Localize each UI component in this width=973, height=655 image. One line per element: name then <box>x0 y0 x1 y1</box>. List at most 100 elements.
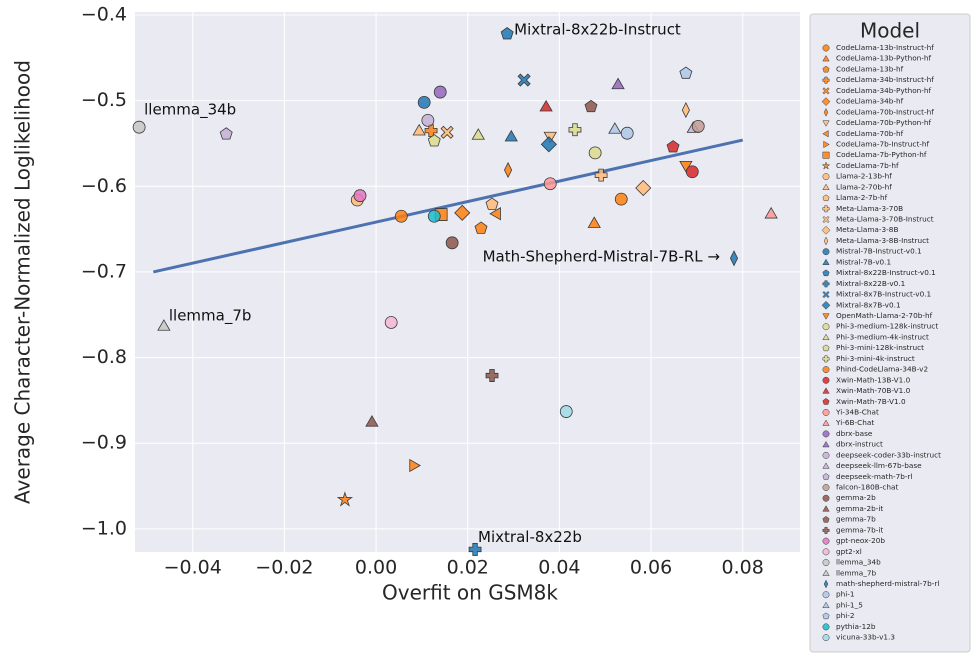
legend-label: dbrx-instruct <box>836 440 883 449</box>
grid <box>135 12 800 552</box>
legend-label: falcon-180B-chat <box>836 483 898 492</box>
legend-marker <box>822 537 830 545</box>
data-point <box>353 189 367 203</box>
legend-marker <box>822 387 830 394</box>
legend-label: Xwin-Math-13B-V1.0 <box>836 375 911 384</box>
legend-label: CodeLlama-34b-Instruct-hf <box>836 75 934 84</box>
data-point <box>543 131 557 144</box>
data-point <box>584 99 598 113</box>
data-point <box>594 168 608 182</box>
legend-title: Model <box>860 19 920 43</box>
legend-marker <box>822 623 830 631</box>
x-tick-label: −0.02 <box>255 557 313 579</box>
x-tick-label: 0.04 <box>538 557 580 579</box>
data-point <box>157 319 171 331</box>
x-tick-label: −0.04 <box>164 557 222 579</box>
legend-label: Llama-2-7b-hf <box>836 193 888 202</box>
legend-marker <box>822 366 830 373</box>
data-point <box>543 177 557 191</box>
data-point <box>440 125 454 139</box>
annotation: Math-Shepherd-Mistral-7B-RL → <box>483 248 720 266</box>
data-point <box>489 207 501 221</box>
legend-marker <box>822 548 830 556</box>
legend-label: gpt2-xl <box>836 547 862 556</box>
data-point <box>427 134 441 147</box>
data-point <box>681 101 690 119</box>
legend-label: CodeLlama-7b-hf <box>836 161 899 170</box>
y-tick-label: −0.7 <box>81 260 127 282</box>
legend-label: CodeLlama-7b-Python-hf <box>836 150 927 159</box>
data-point <box>611 77 625 90</box>
legend-marker <box>822 430 830 438</box>
legend-label: CodeLlama-13b-Python-hf <box>836 54 932 63</box>
legend-marker <box>822 419 830 426</box>
legend-label: Llama-2-70b-hf <box>836 182 892 191</box>
legend-label: Mixtral-8x7B-v0.1 <box>836 300 901 309</box>
legend-label: Llama-2-13b-hf <box>836 172 892 181</box>
annotation: Mixtral-8x22b <box>478 528 582 546</box>
legend-marker <box>822 569 830 576</box>
legend-marker <box>822 462 830 469</box>
legend-label: gemma-7b-it <box>836 525 883 534</box>
data-point <box>445 236 459 250</box>
legend-label: llemma_7b <box>836 568 877 577</box>
y-tick-label: −1.0 <box>81 517 127 539</box>
data-point <box>417 95 431 109</box>
data-point <box>474 221 488 234</box>
legend-marker <box>822 601 830 609</box>
legend-marker <box>822 634 830 641</box>
data-point <box>588 146 602 160</box>
legend-marker <box>822 215 830 224</box>
data-point <box>685 165 699 179</box>
legend-marker <box>822 516 830 523</box>
legend: CodeLlama-13b-Instruct-hf CodeLlama-13b-P… <box>821 43 941 642</box>
legend-label: Meta-Llama-3-8B-Instruct <box>836 236 929 245</box>
legend-label: Mistral-7B-v0.1 <box>836 257 891 266</box>
legend-label: Meta-Llama-3-8B <box>836 225 898 234</box>
y-tick-label: −0.9 <box>81 432 127 454</box>
legend-label: math-shepherd-mistral-7b-rl <box>836 579 939 588</box>
legend-label: Mixtral-8x7B-Instruct-v0.1 <box>836 290 931 299</box>
legend-marker <box>822 280 830 288</box>
legend-label: CodeLlama-13b-Instruct-hf <box>836 43 934 52</box>
trend-line <box>153 138 744 274</box>
legend-marker <box>822 526 830 534</box>
data-point <box>219 127 233 140</box>
data-point <box>729 250 739 267</box>
data-point <box>365 415 379 427</box>
legend-marker <box>823 579 829 589</box>
legend-marker <box>823 107 829 117</box>
y-tick-label: −0.4 <box>81 3 127 25</box>
legend-marker <box>822 505 830 512</box>
data-point <box>412 123 426 136</box>
data-point <box>679 66 693 79</box>
marks <box>132 27 778 556</box>
legend-marker <box>823 140 830 149</box>
y-tick-label: −0.6 <box>81 175 127 197</box>
legend-marker <box>823 236 829 246</box>
legend-label: Meta-Llama-3-70B-Instruct <box>836 215 934 224</box>
data-point <box>608 122 622 134</box>
legend-label: deepseek-llm-67b-base <box>836 461 922 470</box>
legend-label: phi-1 <box>836 590 855 599</box>
legend-marker <box>822 409 830 416</box>
legend-label: Phi-3-mini-4k-instruct <box>836 354 915 363</box>
data-point <box>587 216 601 228</box>
legend-label: phi-1_5 <box>836 600 863 609</box>
legend-label: Yi-6B-Chat <box>835 418 874 427</box>
legend-label: CodeLlama-70b-Python-hf <box>836 118 932 127</box>
data-point <box>666 140 680 153</box>
legend-label: gemma-2b <box>836 493 876 502</box>
legend-label: Phind-CodeLlama-34B-v2 <box>836 365 928 374</box>
x-tick-label: 0.06 <box>630 557 672 579</box>
y-tick-label: −0.8 <box>81 346 127 368</box>
legend-marker <box>822 87 830 95</box>
x-tick-label: 0.08 <box>722 557 764 579</box>
legend-label: deepseek-math-7b-rl <box>836 472 913 481</box>
legend-label: Phi-3-medium-4k-instruct <box>836 332 929 341</box>
data-point <box>485 197 499 210</box>
data-point <box>614 192 628 206</box>
legend-label: Mixtral-8x22B-v0.1 <box>836 279 905 288</box>
legend-label: Mixtral-8x22B-Instruct-v0.1 <box>836 268 936 277</box>
